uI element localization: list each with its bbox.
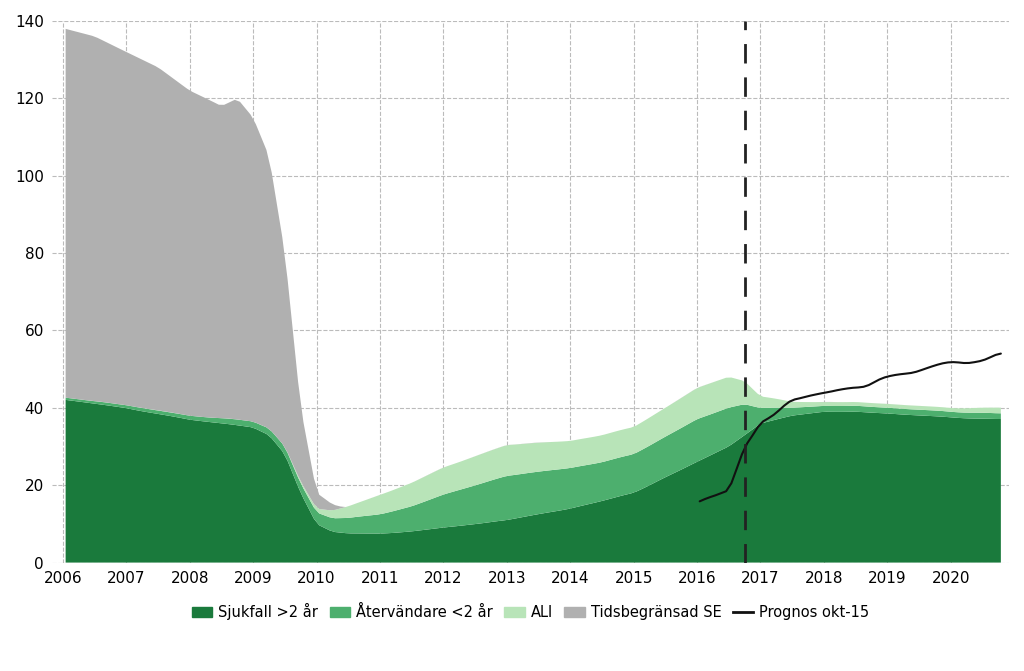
Legend: Sjukfall >2 år, Återvändare <2 år, ALI, Tidsbegränsad SE, Prognos okt-15: Sjukfall >2 år, Återvändare <2 år, ALI, …: [186, 597, 876, 625]
